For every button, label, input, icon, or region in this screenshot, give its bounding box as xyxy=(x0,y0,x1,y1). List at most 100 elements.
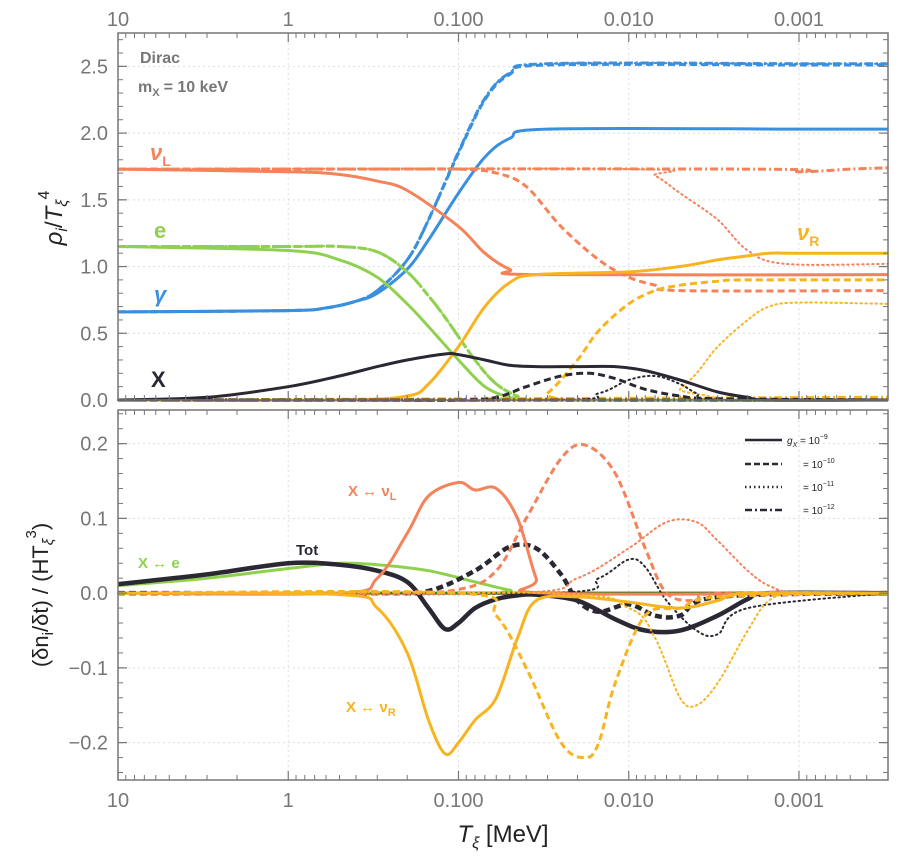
nu-L-sub: L xyxy=(162,153,171,169)
nu-R-sub: R xyxy=(809,233,819,249)
top-y-axis-title: ρi/Tξ4 xyxy=(36,191,71,247)
legend: gX = 10−9 = 10−10 = 10−11 = 10−12 xyxy=(745,434,835,517)
legend-label-2: = 10−10 xyxy=(803,458,835,471)
legend-1-rest: = 10 xyxy=(797,436,820,447)
x-tick-label-top: 0.100 xyxy=(433,9,483,31)
y-tick-label: 2.5 xyxy=(80,56,108,78)
y-tick-label: 0.0 xyxy=(80,583,108,605)
series-line--l-g-1e-11 xyxy=(117,167,889,266)
label-nu-R: νR xyxy=(797,220,819,249)
series-line-x-g-1e-10 xyxy=(118,371,889,402)
series-line-e-g-1e-12 xyxy=(117,244,889,402)
series-line-e-g-1e-11 xyxy=(117,245,889,402)
label-gamma: γ xyxy=(154,282,168,307)
x-tick-label-bottom: 1 xyxy=(283,790,294,812)
legend-3-rest: = 10 xyxy=(803,483,823,494)
legend-entry-3: = 10−11 xyxy=(745,481,834,494)
series-line-x-g-1e-9 xyxy=(117,352,889,402)
nu-R-base: ν xyxy=(797,220,810,245)
x-nu-R-sub: R xyxy=(388,707,396,719)
legend-3-exp: −11 xyxy=(823,481,834,488)
y-tick-label: 1.5 xyxy=(80,190,108,212)
mass-sub: X xyxy=(152,87,160,99)
series-line--l-g-1e-9 xyxy=(117,167,889,277)
x-axis-title: Tξ [MeV] xyxy=(457,821,548,852)
y-tick-label: 0.0 xyxy=(80,390,108,412)
x-tick-label-bottom: 0.001 xyxy=(774,790,824,812)
series-line-x-g-1e-11 xyxy=(117,374,889,402)
legend-entry-4: = 10−12 xyxy=(745,504,835,517)
series-line-e-g-1e-9 xyxy=(117,245,889,402)
annotation-mass: mX = 10 keV xyxy=(138,79,228,99)
series-line-x-r-g-1e-10 xyxy=(117,589,889,760)
bottom-axis-y-tick-labels: 0.2 0.1 0.0 −0.1 −0.2 xyxy=(69,434,108,755)
top-ticks xyxy=(117,33,889,401)
x-tick-label-bottom: 10 xyxy=(107,790,129,812)
x-nu-L-sub: L xyxy=(390,491,397,503)
legend-1-sub: X xyxy=(792,442,798,449)
bottom-series-group xyxy=(117,442,889,760)
bottom-y-axis-title: (δni/δt) / (HTξ3) xyxy=(23,523,57,667)
legend-4-rest: = 10 xyxy=(803,506,823,517)
legend-entry-2: = 10−10 xyxy=(745,458,835,471)
series-line--l-g-1e-12 xyxy=(117,166,889,174)
top-panel-frame xyxy=(117,32,889,401)
top-axis-y-tick-labels: 0.0 0.5 1.0 1.5 2.0 2.5 xyxy=(80,56,108,412)
y-tick-label: 2.0 xyxy=(80,123,108,145)
legend-2-rest: = 10 xyxy=(803,460,823,471)
x-tick-label-top: 0.001 xyxy=(774,9,824,31)
series-line-e-g-1e-10 xyxy=(117,244,889,402)
top-series-group xyxy=(117,61,889,402)
mass-prefix: m xyxy=(138,79,152,96)
series-line-x-r-g-1e-9 xyxy=(117,591,889,757)
series-line-x-r-g-1e-11 xyxy=(117,590,889,708)
legend-1-base: g xyxy=(787,436,793,447)
series-line--r-g-1e-9 xyxy=(117,251,888,402)
y-tick-label: 0.1 xyxy=(80,508,108,530)
top-axis-x-tick-labels: 10 1 0.100 0.010 0.001 xyxy=(107,9,824,31)
legend-4-exp: −12 xyxy=(823,504,835,511)
x-nu-R-base: X ↔ ν xyxy=(346,699,388,716)
nu-L-base: ν xyxy=(150,140,163,165)
label-X: X xyxy=(151,367,166,392)
series-line-x-l-g-1e-11 xyxy=(117,518,889,596)
label-e: e xyxy=(154,218,166,243)
mass-value: = 10 keV xyxy=(164,79,229,96)
x-tick-label-bottom: 0.100 xyxy=(433,790,483,812)
label-x-nu-R: X ↔ νR xyxy=(346,699,396,719)
x-tick-label-bottom: 0.010 xyxy=(604,790,654,812)
legend-label-1: gX = 10−9 xyxy=(787,434,828,449)
series-line--r-g-1e-11 xyxy=(117,301,889,402)
bottom-axis-x-tick-labels: 10 1 0.100 0.010 0.001 xyxy=(107,790,824,812)
series-line-x-e-g-1e-9 xyxy=(117,561,889,595)
y-tick-label: 0.5 xyxy=(80,323,108,345)
bottom-panel-frame xyxy=(117,409,889,781)
annotation-model: Dirac xyxy=(140,50,180,67)
series-line-x-l-g-1e-9 xyxy=(117,480,889,596)
y-tick-label: −0.2 xyxy=(69,733,108,755)
legend-label-3: = 10−11 xyxy=(803,481,834,494)
label-x-e: X ↔ e xyxy=(138,555,180,572)
legend-entry-1: gX = 10−9 xyxy=(745,434,828,449)
x-tick-label-top: 1 xyxy=(283,9,294,31)
y-tick-label: 0.2 xyxy=(80,434,108,456)
label-nu-L: νL xyxy=(150,140,171,169)
series-line-x-l-g-1e-10 xyxy=(117,442,889,603)
series-line--r-g-1e-10 xyxy=(117,278,889,402)
x-tick-label-top: 0.010 xyxy=(604,9,654,31)
x-tick-label-top: 10 xyxy=(107,9,129,31)
legend-1-exp: −9 xyxy=(820,434,828,441)
series-line--g-1e-12 xyxy=(117,61,889,314)
y-tick-label: 1.0 xyxy=(80,257,108,279)
legend-2-exp: −10 xyxy=(823,458,835,465)
y-tick-label: −0.1 xyxy=(69,658,108,680)
series-line-tot-g-1e-9 xyxy=(117,560,889,635)
label-tot: Tot xyxy=(296,542,318,559)
legend-label-4: = 10−12 xyxy=(803,504,835,517)
label-x-nu-L: X ↔ νL xyxy=(348,483,397,503)
series-line-tot-g-1e-10 xyxy=(117,542,889,620)
series-line--g-1e-9 xyxy=(117,126,888,314)
top-grid xyxy=(117,33,888,401)
x-nu-L-base: X ↔ ν xyxy=(348,483,390,500)
